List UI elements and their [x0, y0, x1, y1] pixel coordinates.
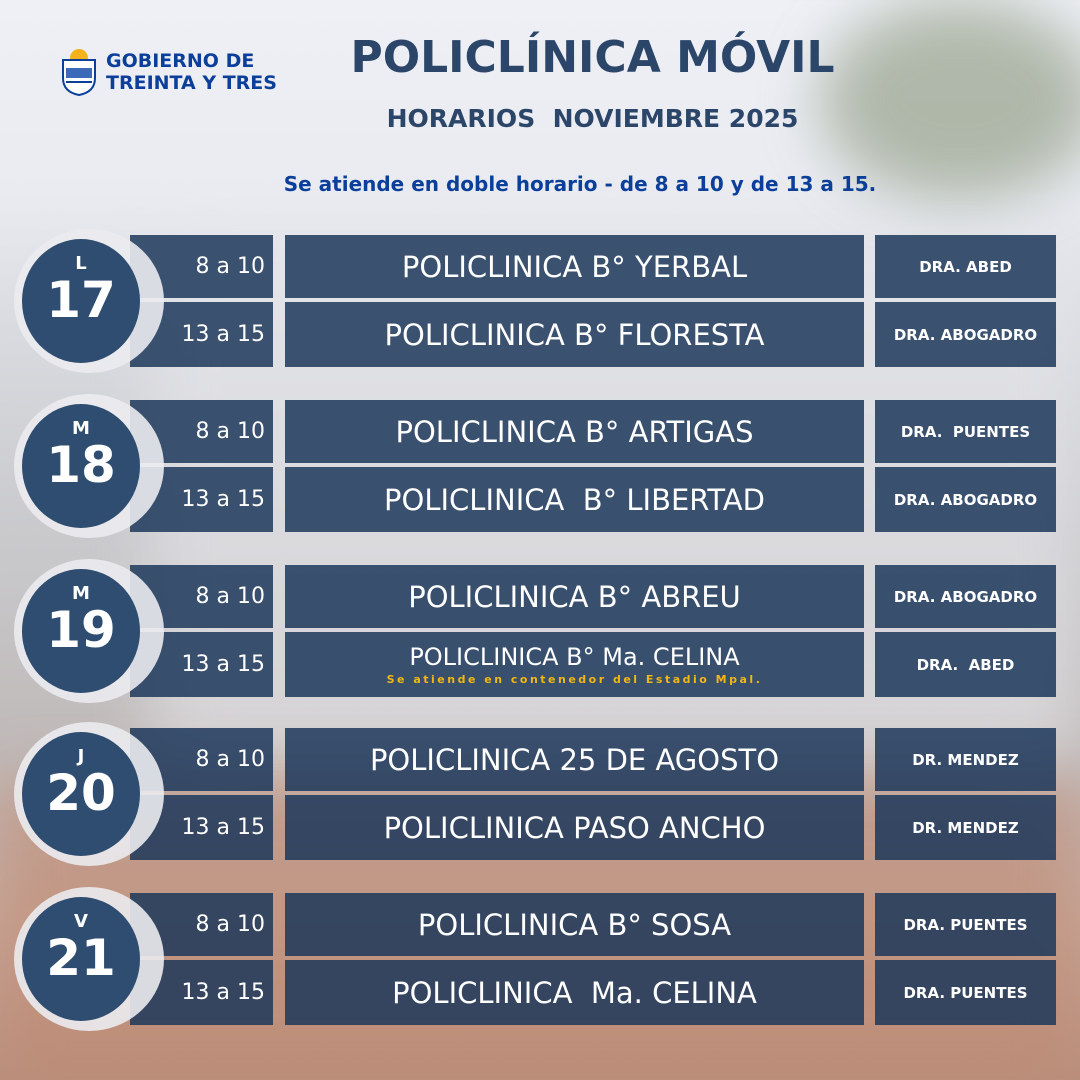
- doctor-name: DRA. PUENTES: [875, 893, 1056, 956]
- clinic-name: POLICLINICA 25 DE AGOSTO: [369, 742, 780, 777]
- clinic-name: POLICLINICA B° FLORESTA: [384, 317, 765, 352]
- day-badge: V 21: [22, 897, 140, 1021]
- doctor-name: DRA. PUENTES: [875, 960, 1056, 1025]
- day-badge: M 19: [22, 569, 140, 693]
- clinic-name: POLICLINICA Ma. CELINA: [392, 975, 757, 1010]
- doctor-name: DRA. ABOGADRO: [875, 467, 1056, 532]
- day-number: 21: [46, 929, 116, 987]
- day-letter: J: [77, 746, 85, 767]
- clinic-location: POLICLINICA B° LIBERTAD: [285, 467, 864, 532]
- clinic-name: POLICLINICA B° ABREU: [408, 579, 741, 614]
- day-block: 8 a 10 POLICLINICA 25 DE AGOSTO DR. MENDEZ…: [0, 722, 1080, 866]
- background-tree: [820, 0, 1080, 200]
- day-number: 20: [46, 764, 116, 822]
- clinic-location: POLICLINICA B° Ma. CELINA Se atiende en c…: [285, 632, 864, 697]
- day-letter: M: [72, 418, 90, 439]
- logo-line2: TREINTA Y TRES: [106, 72, 277, 94]
- logo-line1: GOBIERNO DE: [106, 50, 255, 72]
- clinic-location: POLICLINICA B° SOSA: [285, 893, 864, 956]
- doctor-name: DRA. ABED: [875, 632, 1056, 697]
- logo: GOBIERNO DE TREINTA Y TRES: [60, 48, 277, 96]
- clinic-name: POLICLINICA B° Ma. CELINA: [409, 643, 740, 671]
- clinic-name: POLICLINICA B° ARTIGAS: [395, 414, 754, 449]
- day-block: 8 a 10 POLICLINICA B° YERBAL DRA. ABED 13 a…: [0, 229, 1080, 373]
- day-block: 8 a 10 POLICLINICA B° SOSA DRA. PUENTES 13 …: [0, 887, 1080, 1031]
- coat-of-arms-icon: [62, 49, 96, 96]
- clinic-location: POLICLINICA B° FLORESTA: [285, 302, 864, 367]
- page-subtitle: HORARIOS NOVIEMBRE 2025: [386, 104, 799, 133]
- schedule-note: Se atiende en doble horario - de 8 a 10 …: [283, 172, 877, 196]
- doctor-name: DRA. ABED: [875, 235, 1056, 298]
- day-number: 19: [46, 601, 116, 659]
- day-badge: M 18: [22, 404, 140, 528]
- day-number: 17: [46, 271, 116, 329]
- clinic-location: POLICLINICA B° ARTIGAS: [285, 400, 864, 463]
- doctor-name: DRA. ABOGADRO: [875, 302, 1056, 367]
- day-block: 8 a 10 POLICLINICA B° ARTIGAS DRA. PUENTES…: [0, 394, 1080, 538]
- day-block: 8 a 10 POLICLINICA B° ABREU DRA. ABOGADRO 1…: [0, 559, 1080, 703]
- doctor-name: DR. MENDEZ: [875, 795, 1056, 860]
- clinic-location: POLICLINICA Ma. CELINA: [285, 960, 864, 1025]
- day-badge: L 17: [22, 239, 140, 363]
- clinic-name: POLICLINICA B° LIBERTAD: [384, 482, 765, 517]
- clinic-name: POLICLINICA B° SOSA: [417, 907, 732, 942]
- doctor-name: DRA. ABOGADRO: [875, 565, 1056, 628]
- day-letter: L: [75, 253, 87, 274]
- page-title: POLICLÍNICA MÓVIL: [350, 32, 835, 83]
- day-letter: V: [74, 911, 88, 932]
- clinic-name: POLICLINICA PASO ANCHO: [383, 810, 766, 845]
- clinic-location: POLICLINICA PASO ANCHO: [285, 795, 864, 860]
- doctor-name: DR. MENDEZ: [875, 728, 1056, 791]
- day-badge: J 20: [22, 732, 140, 856]
- clinic-name: POLICLINICA B° YERBAL: [401, 249, 748, 284]
- clinic-location: POLICLINICA 25 DE AGOSTO: [285, 728, 864, 791]
- clinic-location: POLICLINICA B° ABREU: [285, 565, 864, 628]
- location-note: Se atiende en contenedor del Estadio Mpa…: [386, 673, 763, 686]
- day-number: 18: [46, 436, 116, 494]
- clinic-location: POLICLINICA B° YERBAL: [285, 235, 864, 298]
- day-letter: M: [72, 583, 90, 604]
- doctor-name: DRA. PUENTES: [875, 400, 1056, 463]
